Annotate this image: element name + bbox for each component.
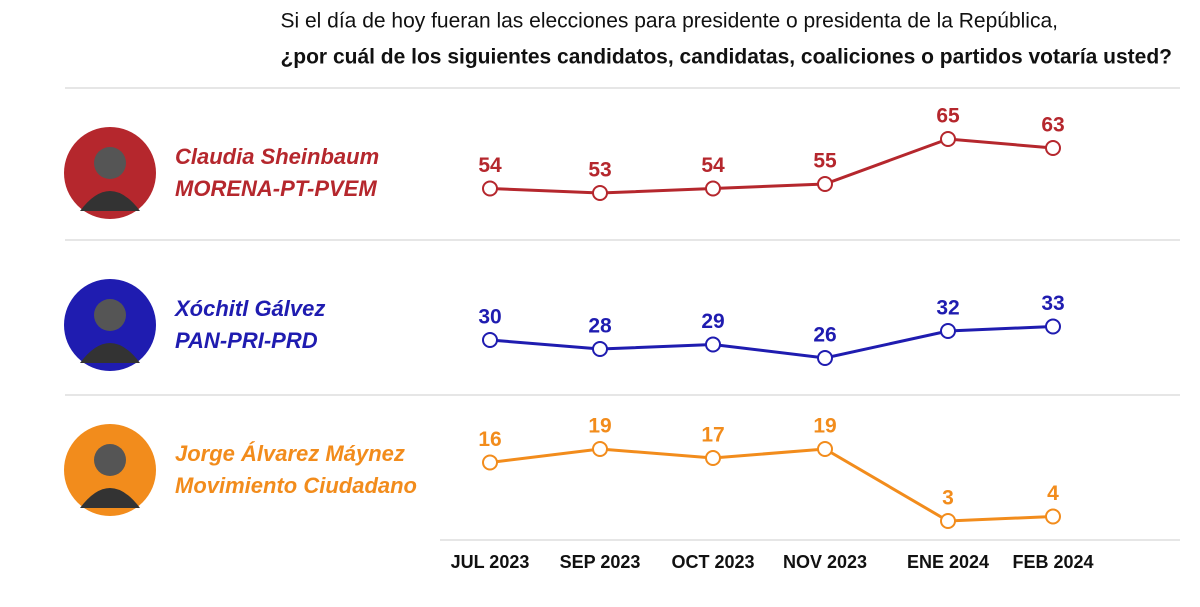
avatar-head xyxy=(94,444,126,476)
point xyxy=(705,450,721,466)
avatar-body xyxy=(80,191,140,211)
party-name: PAN-PRI-PRD xyxy=(175,328,318,353)
chart-subtitle: ¿por cuál de los siguientes candidatos, … xyxy=(280,46,1172,69)
value-label: 30 xyxy=(478,306,501,329)
point xyxy=(940,323,956,339)
point xyxy=(817,176,833,192)
candidate-name: Xóchitl Gálvez xyxy=(173,296,325,321)
point xyxy=(705,336,721,353)
candidate-name: Claudia Sheinbaum xyxy=(175,144,379,169)
point xyxy=(1045,140,1061,156)
value-label: 65 xyxy=(936,105,960,128)
value-label: 16 xyxy=(478,428,501,451)
avatar-body xyxy=(80,488,140,508)
separators xyxy=(65,87,1180,541)
x-tick-label: NOV 2023 xyxy=(783,552,867,572)
value-label: 29 xyxy=(701,310,724,333)
point xyxy=(940,131,956,147)
point xyxy=(482,454,498,471)
value-label: 19 xyxy=(813,415,836,438)
avatar-body xyxy=(80,343,140,363)
x-tick-label: ENE 2024 xyxy=(907,552,989,572)
x-tick-label: FEB 2024 xyxy=(1012,552,1093,572)
point xyxy=(1045,508,1061,525)
point xyxy=(817,441,833,457)
value-label: 54 xyxy=(701,154,725,177)
point xyxy=(482,180,498,197)
party-name: Movimiento Ciudadano xyxy=(175,473,417,498)
value-label: 53 xyxy=(588,159,611,182)
avatar-head xyxy=(94,299,126,331)
value-label: 19 xyxy=(588,415,611,438)
point xyxy=(592,185,608,201)
x-tick-label: JUL 2023 xyxy=(451,552,530,572)
avatar-head xyxy=(94,147,126,179)
chart-title: Si el día de hoy fueran las elecciones p… xyxy=(280,10,1058,33)
x-tick-label: OCT 2023 xyxy=(671,552,754,572)
point xyxy=(592,441,608,457)
point xyxy=(482,332,498,348)
series-line xyxy=(489,447,1054,523)
point xyxy=(817,350,833,366)
value-label: 28 xyxy=(588,315,612,338)
value-label: 63 xyxy=(1041,114,1064,137)
series-line xyxy=(489,325,1054,360)
value-label: 17 xyxy=(701,424,724,447)
candidate-name: Jorge Álvarez Máynez xyxy=(175,441,405,466)
party-name: MORENA-PT-PVEM xyxy=(175,176,377,201)
point xyxy=(1045,318,1061,335)
value-label: 4 xyxy=(1047,482,1059,505)
point xyxy=(705,180,721,197)
point xyxy=(592,341,608,357)
series-line xyxy=(489,137,1054,195)
value-label: 3 xyxy=(942,487,954,510)
value-label: 26 xyxy=(813,324,836,347)
value-label: 55 xyxy=(813,150,837,173)
value-label: 33 xyxy=(1041,292,1064,315)
point xyxy=(940,513,956,529)
value-label: 32 xyxy=(936,297,959,320)
x-tick-label: SEP 2023 xyxy=(560,552,641,572)
value-label: 54 xyxy=(478,154,502,177)
